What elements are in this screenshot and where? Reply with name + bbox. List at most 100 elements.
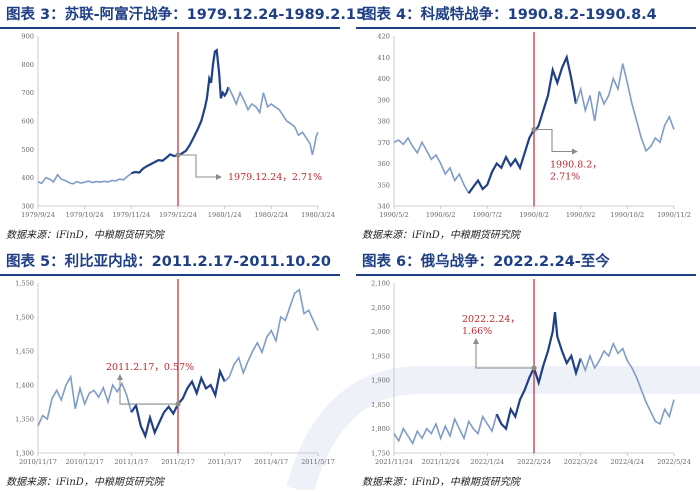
- annotation-arrowhead: [572, 148, 578, 155]
- y-tick-label: 2,100: [371, 280, 390, 288]
- x-tick-label: 2022/3/24: [564, 458, 598, 466]
- y-tick-label: 400: [377, 75, 390, 83]
- data-source: 数据来源：iFinD，中粮期货研究院: [6, 230, 164, 241]
- y-tick-label: 350: [377, 181, 390, 189]
- x-tick-label: 1980/2/24: [254, 211, 288, 219]
- title-rule: [356, 274, 696, 276]
- annotation-text: 2022.2.24，: [462, 314, 520, 325]
- series-line-highlight: [495, 311, 582, 431]
- y-tick-label: 390: [377, 96, 390, 104]
- x-tick-label: 2011/3/17: [208, 458, 242, 466]
- y-tick-label: 700: [21, 89, 34, 97]
- annotation-text: 1.66%: [462, 326, 492, 337]
- y-tick-label: 410: [377, 54, 390, 62]
- x-tick-label: 2022/2/24: [517, 458, 551, 466]
- x-tick-label: 1979/10/24: [66, 211, 104, 219]
- series-line-light: [393, 413, 498, 446]
- series-line-highlight: [130, 48, 230, 175]
- chart-title: 图表 5：利比亚内战：2011.2.17-2011.10.20: [6, 254, 332, 270]
- chart-title-bar: 图表 4：科威特战争：1990.8.2-1990.8.4: [356, 0, 696, 26]
- x-tick-label: 2011/5/17: [301, 458, 335, 466]
- y-tick-label: 1,500: [15, 314, 34, 322]
- y-tick-label: 400: [21, 174, 34, 182]
- y-tick-label: 1,350: [15, 416, 34, 424]
- series-line-light: [393, 136, 470, 194]
- chart-title: 图表 6：俄乌战争：2022.2.24-至今: [362, 254, 610, 270]
- y-tick-label: 900: [21, 33, 34, 41]
- x-tick-label: 1990/11/2: [657, 211, 691, 219]
- x-tick-label: 1980/3/24: [301, 211, 335, 219]
- annotation-arrowhead: [216, 174, 222, 180]
- x-tick-label: 1990/10/2: [610, 211, 644, 219]
- x-tick-label: 2022/1/24: [470, 458, 504, 466]
- chart-panel-russia-ukraine-war: 图表 6：俄乌战争：2022.2.24-至今 2,100 2,050 2,000 1,…: [356, 247, 696, 492]
- y-tick-label: 1,400: [15, 382, 34, 390]
- series-line-light: [37, 172, 132, 185]
- y-tick-label: 1,950: [371, 352, 390, 360]
- x-tick-label: 1979/11/24: [112, 211, 150, 219]
- x-tick-label: 1990/6/2: [426, 211, 456, 219]
- x-tick-label: 2011/1/17: [114, 458, 148, 466]
- y-tick-label: 1,850: [371, 401, 390, 409]
- y-tick-label: 1,800: [371, 425, 390, 433]
- y-tick-label: 420: [377, 33, 390, 41]
- data-source: 数据来源：iFinD，中粮期货研究院: [362, 230, 520, 241]
- x-tick-label: 2011/4/17: [254, 458, 288, 466]
- series-line-light: [37, 374, 133, 427]
- chart-title-bar: 图表 3：苏联-阿富汗战争：1979.12.24-1989.2.15: [0, 0, 366, 26]
- annotation-text: 2011.2.17，0.57%: [106, 362, 194, 373]
- x-tick-label: 1990/9/2: [566, 211, 596, 219]
- x-tick-label: 1990/5/2: [379, 211, 409, 219]
- title-rule: [0, 274, 340, 276]
- x-tick-label: 2010/11/17: [19, 458, 57, 466]
- y-tick-label: 1,450: [15, 348, 34, 356]
- annotation-text: 2.71%: [550, 172, 580, 183]
- series-line-light: [224, 288, 319, 383]
- y-tick-label: 370: [377, 139, 390, 147]
- y-tick-label: 1,550: [15, 280, 34, 288]
- title-rule: [0, 27, 340, 29]
- y-tick-label: 600: [21, 118, 34, 126]
- data-source: 数据来源：iFinD，中粮期货研究院: [6, 477, 164, 488]
- y-tick-label: 380: [377, 118, 390, 126]
- x-tick-label: 1990/8/2: [519, 211, 549, 219]
- annotation-connector: [178, 154, 216, 178]
- y-tick-label: 2,050: [371, 304, 390, 312]
- x-tick-label: 2021/12/24: [422, 458, 460, 466]
- line-chart-libya-war: 1,550 1,500 1,450 1,400 1,350 1,3002010/11/17…: [15, 279, 335, 466]
- line-chart-russia-ukraine-war: 2,100 2,050 2,000 1,950 1,900 1,850 1,800 1,750…: [371, 279, 691, 466]
- chart-title-bar: 图表 6：俄乌战争：2022.2.24-至今: [356, 247, 696, 273]
- series-line-highlight: [467, 53, 578, 194]
- x-tick-label: 1990/7/2: [473, 211, 503, 219]
- annotation-connector: [534, 128, 572, 153]
- chart-panel-afghan-war: 图表 3：苏联-阿富汗战争：1979.12.24-1989.2.15 900 80…: [0, 0, 366, 245]
- y-tick-label: 800: [21, 61, 34, 69]
- x-tick-label: 1980/1/24: [208, 211, 242, 219]
- y-tick-label: 500: [21, 146, 34, 154]
- x-tick-label: 2010/12/17: [66, 458, 104, 466]
- chart-panel-libya-war: 图表 5：利比亚内战：2011.2.17-2011.10.20 1,550 1,5…: [0, 247, 340, 492]
- chart-panel-kuwait-war: 图表 4：科威特战争：1990.8.2-1990.8.4 420 410 400 39…: [356, 0, 696, 245]
- y-tick-label: 300: [21, 203, 34, 211]
- annotation-text: 1990.8.2，: [550, 160, 602, 171]
- chart-title: 图表 4：科威特战争：1990.8.2-1990.8.4: [362, 7, 657, 23]
- chart-title: 图表 3：苏联-阿富汗战争：1979.12.24-1989.2.15: [6, 7, 367, 23]
- annotation-arrowhead: [117, 374, 123, 381]
- x-tick-label: 2021/11/24: [375, 458, 413, 466]
- y-tick-label: 2,000: [371, 328, 390, 336]
- x-tick-label: 2011/2/17: [161, 458, 195, 466]
- y-tick-label: 1,300: [15, 450, 34, 458]
- series-line-light: [575, 63, 675, 153]
- x-tick-label: 2022/5/24: [657, 458, 691, 466]
- y-tick-label: 1,900: [371, 377, 390, 385]
- y-tick-label: 340: [377, 203, 390, 211]
- annotation-arrowhead: [473, 338, 479, 344]
- title-rule: [356, 27, 696, 29]
- annotation-connector: [475, 342, 534, 369]
- y-tick-label: 1,750: [371, 450, 390, 458]
- chart-title-bar: 图表 5：利比亚内战：2011.2.17-2011.10.20: [0, 247, 340, 273]
- data-source: 数据来源：iFinD，中粮期货研究院: [362, 477, 520, 488]
- x-tick-label: 1979/12/24: [159, 211, 197, 219]
